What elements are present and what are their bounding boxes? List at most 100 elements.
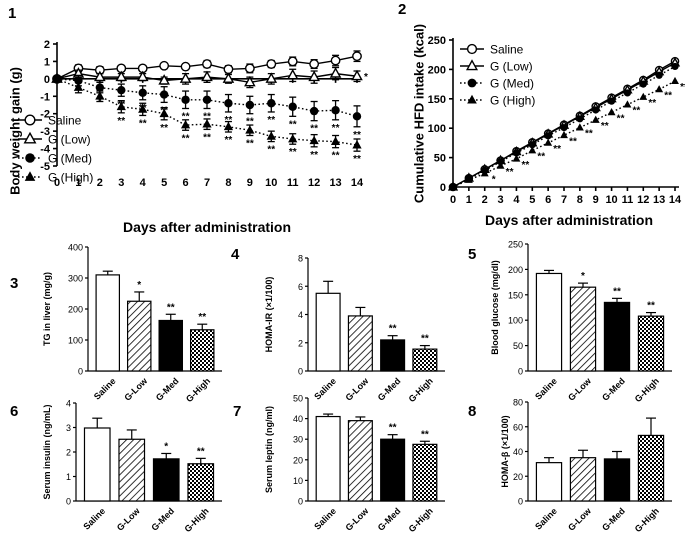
panel1-data-point [179, 72, 192, 83]
panel1-y-axis-title: Body weight gain (g) [8, 67, 23, 195]
panel1-x-tick-label: 2 [97, 177, 103, 189]
panel3-bar-g-med [158, 319, 184, 372]
panel1-data-point [136, 70, 149, 82]
panel1-data-point [202, 119, 212, 128]
panel2-data-point [671, 62, 679, 71]
panel2-significance-label: ** [664, 90, 672, 101]
panel1-data-point [159, 60, 170, 71]
panel2-legend-label: G (Low) [490, 60, 533, 74]
panel3-significance-label: * [137, 280, 141, 291]
panel6-category-label: Saline [81, 506, 107, 532]
panel4-category-label: G-Low [343, 375, 371, 403]
panel1-x-tick-label: 7 [204, 177, 210, 189]
panel1-data-point [330, 136, 341, 145]
panel1-data-point [95, 91, 105, 100]
panel1-data-point [267, 99, 276, 108]
panel1-significance-label: ** [332, 151, 340, 162]
panel1-data-point [309, 59, 320, 69]
panel1-x-axis-title: Days after administration [123, 219, 291, 235]
panel2-data-point [607, 97, 616, 105]
panel7-category-label: G-High [407, 506, 435, 534]
panel7-category-label: G-Med [376, 506, 403, 533]
panel1-x-tick-label: 10 [265, 177, 277, 189]
panel1-data-point [158, 74, 170, 85]
panel1-significance-label: ** [203, 111, 211, 122]
panel3-category-label: G-Med [154, 376, 181, 403]
panel1-x-tick-label: 6 [183, 177, 189, 189]
panel2-data-point [480, 169, 489, 177]
panel8-bar-saline [535, 462, 563, 502]
panel2-data-point [607, 108, 616, 116]
panel2-y-tick-label: 100 [428, 123, 446, 135]
panel4-y-tick-label: 4 [298, 310, 303, 320]
panel2-data-point [560, 124, 568, 132]
panel7-significance-label: ** [421, 429, 429, 440]
panel2-data-point [496, 161, 505, 169]
panel1-significance-label: ** [310, 150, 318, 161]
panel1-data-point [73, 82, 84, 91]
panel1-y-tick-label: -2 [40, 109, 50, 121]
panel8-bar-g-high [637, 434, 665, 502]
panel1-legend-label: Saline [48, 114, 82, 128]
panel2-legend-label: G (High) [490, 94, 535, 108]
panel3-y-tick-label: 200 [68, 305, 83, 315]
panel2-legend-marker [467, 94, 477, 104]
panel4-y-tick-label: 6 [298, 282, 303, 292]
panel1-data-point [201, 70, 213, 82]
panel1-data-point [95, 83, 105, 92]
panel1-data-point [329, 67, 342, 78]
panel2-y-tick-label: 200 [428, 64, 446, 76]
panel1-significance-label: ** [225, 115, 233, 126]
panel1-significance-label: ** [267, 145, 275, 156]
panel1-data-point [265, 72, 278, 83]
panel2-y-tick-label: 150 [428, 94, 446, 106]
panel1-significance-label: ** [267, 115, 275, 126]
panel1-x-tick-label: 8 [225, 177, 231, 189]
panel7-bar-g-med [380, 438, 406, 502]
panel1-data-point [287, 56, 298, 67]
panel1-x-tick-label: 13 [329, 177, 341, 189]
panel1-significance-label: ** [203, 132, 211, 143]
panel1-data-point [94, 70, 106, 82]
panel5-bar-g-high [637, 315, 665, 372]
panel8-category-label: Saline [533, 506, 559, 532]
panel7-y-tick-label: 20 [293, 455, 303, 465]
panel4-category-label: Saline [312, 376, 338, 402]
panel5-bar-g-low [569, 286, 597, 372]
panel2-x-tick-label: 14 [669, 194, 682, 206]
panel1-data-point [309, 106, 319, 116]
panel2-x-tick-label: 12 [637, 194, 649, 206]
panel6-y-tick-label: 4 [66, 399, 71, 409]
panel2-significance-label: ** [617, 113, 625, 124]
panel6-significance-label: * [164, 441, 168, 452]
panel1-significance-label: ** [117, 116, 125, 127]
panel1-significance-label: ** [246, 117, 254, 128]
panel2-significance-label: ** [633, 106, 641, 117]
panel7-y-tick-label: 10 [293, 476, 303, 486]
panel2-significance-label: ** [537, 152, 545, 163]
panel1-significance-label: ** [310, 124, 318, 135]
panel2-x-tick-label: 9 [593, 194, 599, 206]
panel2-x-tick-label: 4 [513, 194, 520, 206]
panel4-bar-saline [315, 292, 341, 372]
panel1-legend-marker [23, 131, 37, 144]
panel8-y-tick-label: 40 [513, 447, 523, 457]
panel6-y-tick-label: 3 [66, 423, 71, 433]
panel3-significance-label: ** [167, 302, 175, 313]
panel5-y-tick-label: 50 [513, 341, 523, 351]
panel1-significance-label: ** [160, 123, 168, 134]
panel1-legend-label: G (Low) [48, 133, 91, 147]
panel4-y-tick-label: 0 [298, 367, 303, 377]
panel3-category-label: G-Low [122, 375, 150, 403]
panel2-x-tick-label: 10 [605, 194, 617, 206]
panel2-data-point [623, 89, 632, 97]
panel1-data-point [266, 59, 277, 69]
panel7-y-tick-label: 30 [293, 435, 303, 445]
panel1-x-tick-label: 11 [287, 177, 299, 189]
panel1-data-point [223, 64, 234, 75]
panel5-y-tick-label: 150 [508, 290, 523, 300]
panel1-significance-label: ** [246, 139, 254, 150]
panel6-y-axis-title: Serum insulin (ng/mL) [42, 404, 52, 499]
panel2-x-tick-label: 11 [622, 194, 634, 206]
panel7-bar-saline [315, 415, 341, 502]
